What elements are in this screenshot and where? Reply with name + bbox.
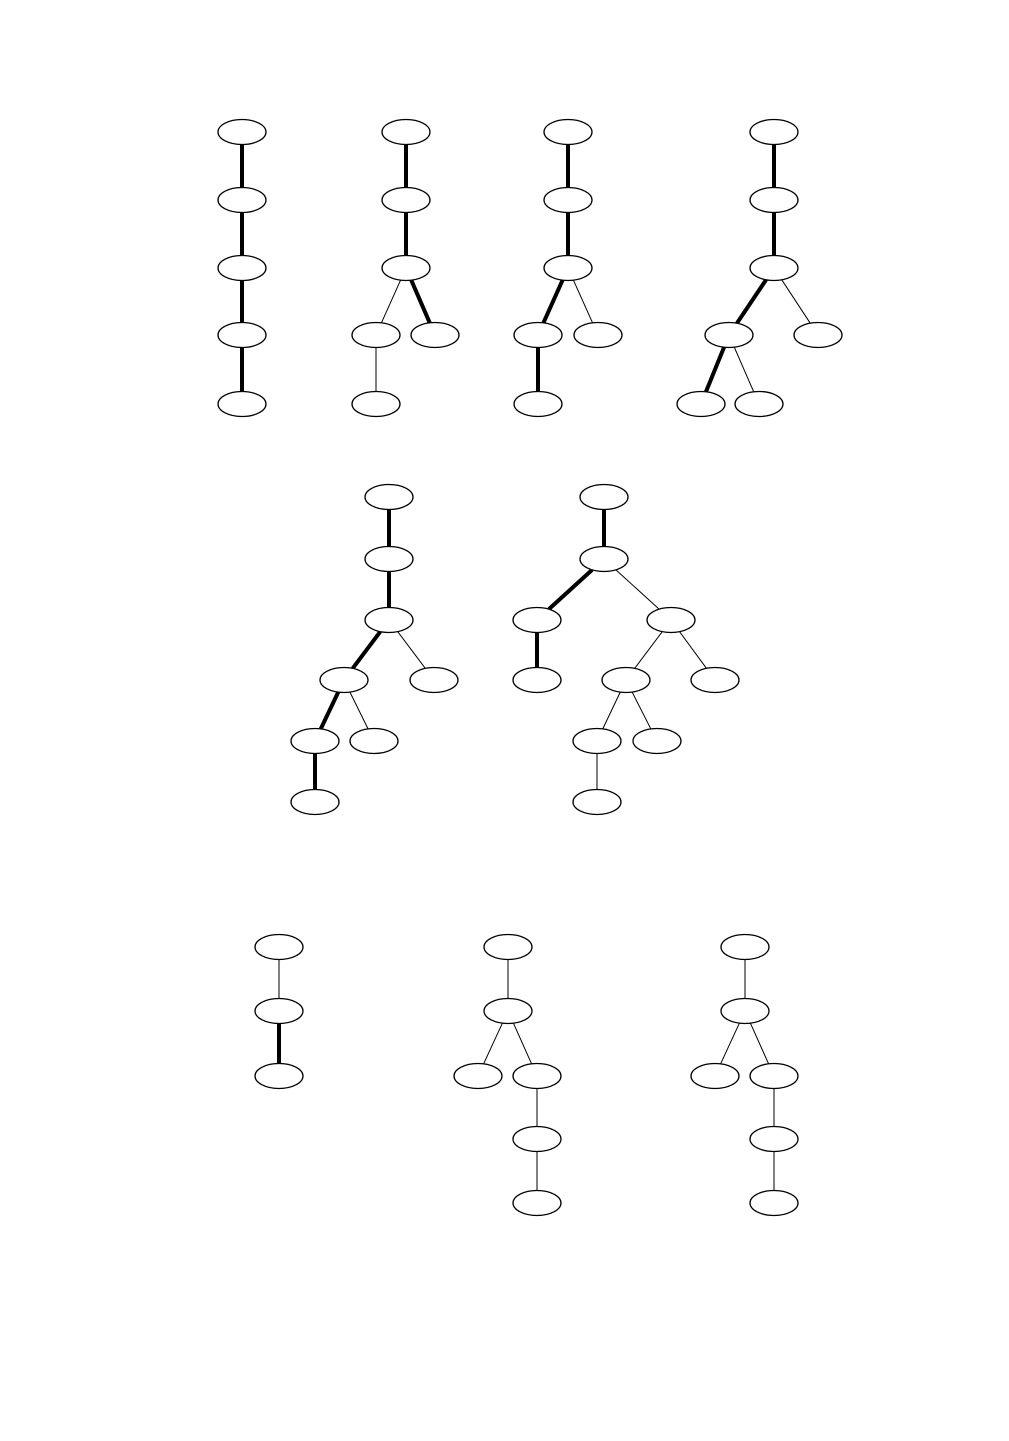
- tree-8-node-n2: [483, 997, 533, 1025]
- tree-9-edge-n2-n3-thin: [720, 1022, 740, 1065]
- tree-4-node-n2: [749, 186, 799, 214]
- tree-2-node-n3: [381, 254, 431, 282]
- tree-4-node-n6: [676, 390, 726, 418]
- tree-8-edges: [483, 959, 538, 1191]
- tree-1-node-n1: [217, 118, 267, 146]
- tree-2-node-n6: [351, 390, 401, 418]
- tree-4-node-n5: [793, 321, 843, 349]
- tree-4-node-n1: [749, 118, 799, 146]
- tree-6-edge-n2-n3-thick: [547, 568, 594, 611]
- tree-2-edge-n3-n5-thick: [409, 279, 432, 324]
- tree-9-node-n4: [749, 1062, 799, 1090]
- tree-1-nodes: [217, 118, 267, 418]
- tree-3-node-n5: [573, 321, 623, 349]
- tree-3-node-n4: [513, 321, 563, 349]
- tree-4-node-n7: [734, 390, 784, 418]
- tree-6-node-n1: [579, 483, 629, 511]
- tree-5-edge-n4-n7-thin: [349, 691, 369, 730]
- tree-2-node-n1: [381, 118, 431, 146]
- tree-8-node-n6: [512, 1189, 562, 1217]
- tree-3-node-n6: [513, 390, 563, 418]
- tree-6-nodes: [512, 483, 740, 816]
- tree-6-node-n6: [601, 666, 651, 694]
- tree-2-edge-n3-n4-thin: [380, 279, 402, 324]
- tree-6-edge-n4-n7-thin: [679, 631, 707, 669]
- tree-3-node-n2: [543, 186, 593, 214]
- tree-5-node-n1: [364, 483, 414, 511]
- tree-5-node-n3: [364, 606, 414, 634]
- tree-5-node-n5: [409, 666, 459, 694]
- tree-6-node-n3: [512, 606, 562, 634]
- tree-3-edge-n3-n4-thick: [541, 279, 565, 324]
- tree-3-edge-n3-n5-thin: [572, 279, 594, 324]
- tree-4-edges: [704, 144, 811, 393]
- tree-6-node-n8: [572, 727, 622, 755]
- tree-6-node-n10: [572, 788, 622, 816]
- tree-8-edge-n2-n4-thin: [512, 1022, 533, 1065]
- tree-6-node-n2: [579, 545, 629, 573]
- tree-9-edges: [720, 959, 775, 1191]
- tree-9-node-n6: [749, 1189, 799, 1217]
- tree-5-node-n4: [319, 666, 369, 694]
- tree-2-node-n4: [351, 321, 401, 349]
- tree-2-node-n5: [410, 321, 460, 349]
- tree-5-node-n2: [364, 545, 414, 573]
- tree-5-edge-n3-n4-thick: [351, 630, 382, 670]
- tree-8-node-n4: [512, 1062, 562, 1090]
- tree-9-node-n5: [749, 1125, 799, 1153]
- tree-1-node-n4: [217, 321, 267, 349]
- tree-5-node-n7: [349, 727, 399, 755]
- tree-6-edge-n2-n4-thin: [615, 569, 660, 610]
- tree-3-node-n3: [543, 254, 593, 282]
- tree-4-edge-n4-n7-thin: [733, 346, 755, 393]
- tree-7-node-n3: [254, 1062, 304, 1090]
- tree-8-node-n3: [453, 1062, 503, 1090]
- tree-3-nodes: [513, 118, 623, 418]
- edges-layer: [240, 144, 811, 1191]
- tree-3-edges: [536, 144, 594, 392]
- tree-7-node-n2: [254, 997, 304, 1025]
- tree-5-node-n8: [290, 788, 340, 816]
- tree-2-nodes: [351, 118, 460, 418]
- tree-9-node-n1: [720, 933, 770, 961]
- tree-4-nodes: [676, 118, 843, 418]
- tree-1-node-n5: [217, 390, 267, 418]
- tree-5-edges: [313, 509, 426, 790]
- tree-9-node-n3: [690, 1062, 740, 1090]
- tree-9-node-n2: [720, 997, 770, 1025]
- tree-6-node-n4: [646, 606, 696, 634]
- tree-2-node-n2: [381, 186, 431, 214]
- tree-9-nodes: [690, 933, 799, 1217]
- tree-4-edge-n4-n6-thick: [704, 346, 726, 393]
- tree-8-nodes: [453, 933, 562, 1217]
- tree-6-node-n5: [512, 666, 562, 694]
- tree-6-edge-n6-n9-thin: [631, 691, 652, 730]
- nodes-layer: [217, 118, 843, 1217]
- tree-5-node-n6: [290, 727, 340, 755]
- tree-5-edge-n3-n5-thin: [397, 631, 426, 669]
- tree-4-edge-n3-n4-thick: [735, 278, 768, 325]
- tree-3-node-n1: [543, 118, 593, 146]
- tree-6-edges: [535, 509, 707, 790]
- tree-7-nodes: [254, 933, 304, 1090]
- tree-8-node-n1: [483, 933, 533, 961]
- tree-1-node-n2: [217, 186, 267, 214]
- tree-4-edge-n3-n5-thin: [781, 279, 811, 324]
- tree-8-node-n5: [512, 1125, 562, 1153]
- tree-6-node-n9: [632, 727, 682, 755]
- tree-8-edge-n2-n3-thin: [483, 1022, 503, 1065]
- tree-5-edge-n4-n6-thick: [318, 691, 341, 730]
- tree-7-node-n1: [254, 933, 304, 961]
- tree-6-edge-n6-n8-thin: [602, 691, 621, 730]
- tree-6-node-n7: [690, 666, 740, 694]
- tree-6-edge-n4-n6-thin: [634, 631, 663, 669]
- tree-4-node-n4: [704, 321, 754, 349]
- tree-1-node-n3: [217, 254, 267, 282]
- tree-5-nodes: [290, 483, 459, 816]
- tree-2-edges: [375, 144, 432, 392]
- tree-4-node-n3: [749, 254, 799, 282]
- tree-9-edge-n2-n4-thin: [749, 1022, 770, 1065]
